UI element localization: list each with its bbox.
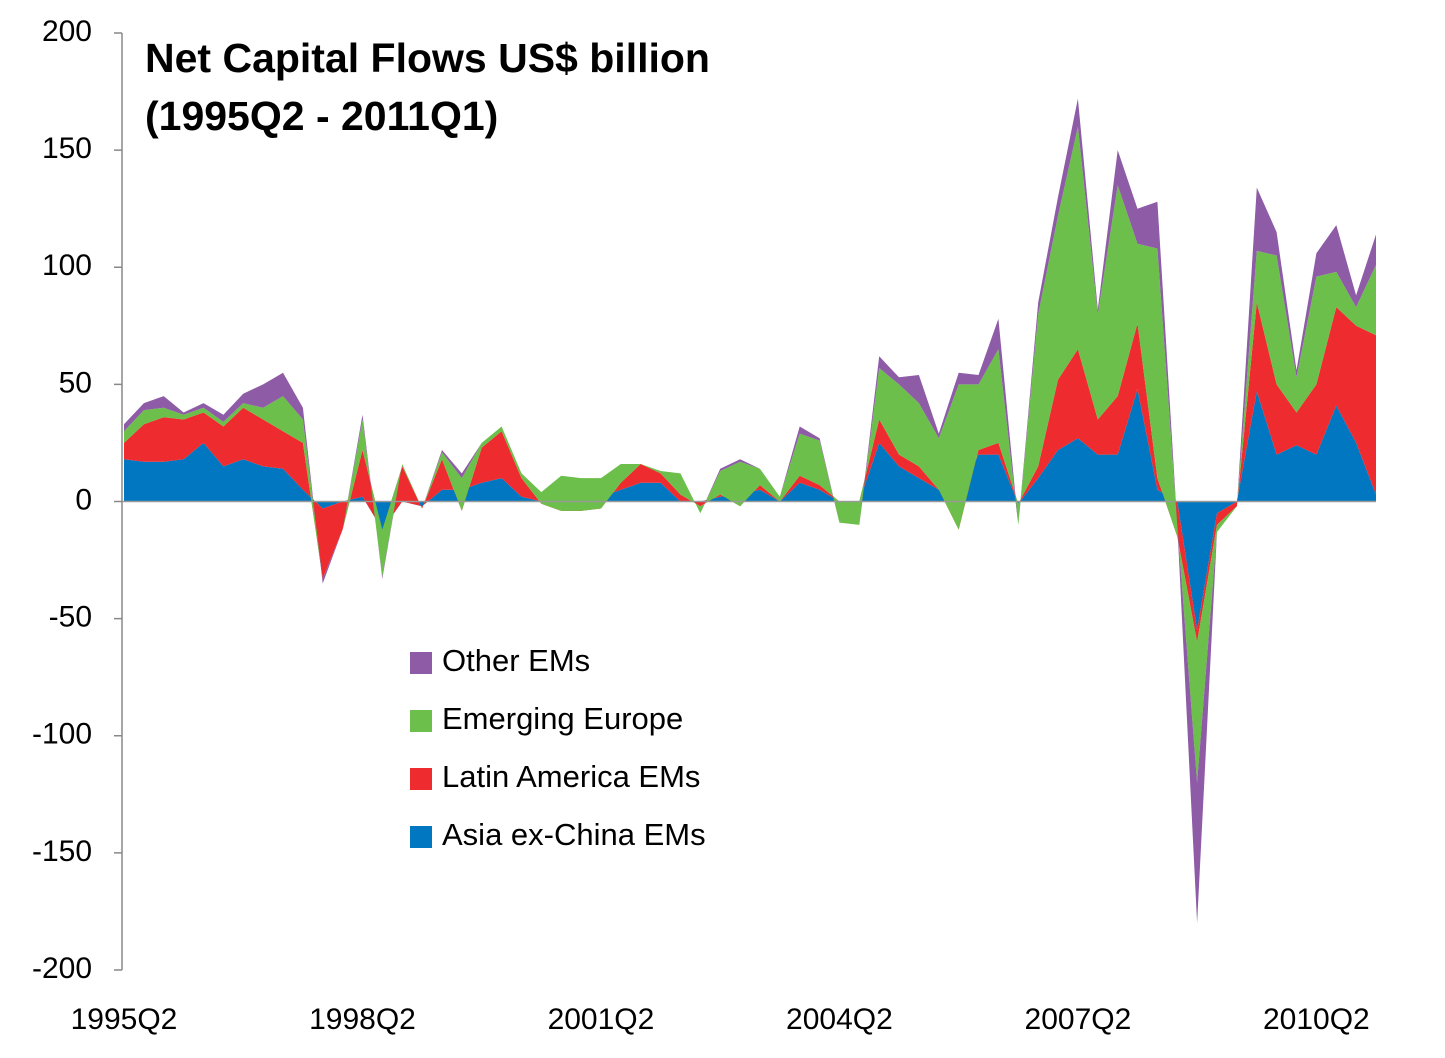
- chart-subtitle: (1995Q2 - 2011Q1): [145, 93, 498, 139]
- y-tick-label: 200: [42, 15, 92, 48]
- x-tick-label: 2004Q2: [786, 1003, 893, 1036]
- legend-label: Latin America EMs: [442, 759, 700, 794]
- areas: [124, 98, 1376, 924]
- x-tick-label: 1998Q2: [309, 1003, 416, 1036]
- legend-swatch: [410, 652, 432, 674]
- area: [124, 126, 1376, 783]
- area: [124, 389, 1376, 631]
- legend-label: Asia ex-China EMs: [442, 817, 706, 852]
- y-tick-label: -150: [32, 835, 92, 868]
- x-tick-label: 2007Q2: [1025, 1003, 1132, 1036]
- y-tick-label: -100: [32, 718, 92, 751]
- x-tick-label: 2001Q2: [548, 1003, 655, 1036]
- y-tick-label: 0: [75, 483, 92, 516]
- y-tick-label: 150: [42, 132, 92, 165]
- legend: Other EMs Emerging Europe Latin America EM…: [410, 643, 706, 852]
- x-tick-label: 2010Q2: [1263, 1003, 1370, 1036]
- y-tick-label: 50: [59, 366, 92, 399]
- legend-label: Other EMs: [442, 643, 590, 678]
- legend-swatch: [410, 710, 432, 732]
- legend-swatch: [410, 768, 432, 790]
- y-tick-label: -200: [32, 952, 92, 985]
- chart-title: Net Capital Flows US$ billion: [145, 35, 710, 81]
- legend-label: Emerging Europe: [442, 701, 683, 736]
- y-tick-label: 100: [42, 249, 92, 282]
- x-tick-label: 1995Q2: [71, 1003, 178, 1036]
- y-tick-label: -50: [49, 601, 92, 634]
- area: [124, 302, 1376, 642]
- legend-swatch: [410, 826, 432, 848]
